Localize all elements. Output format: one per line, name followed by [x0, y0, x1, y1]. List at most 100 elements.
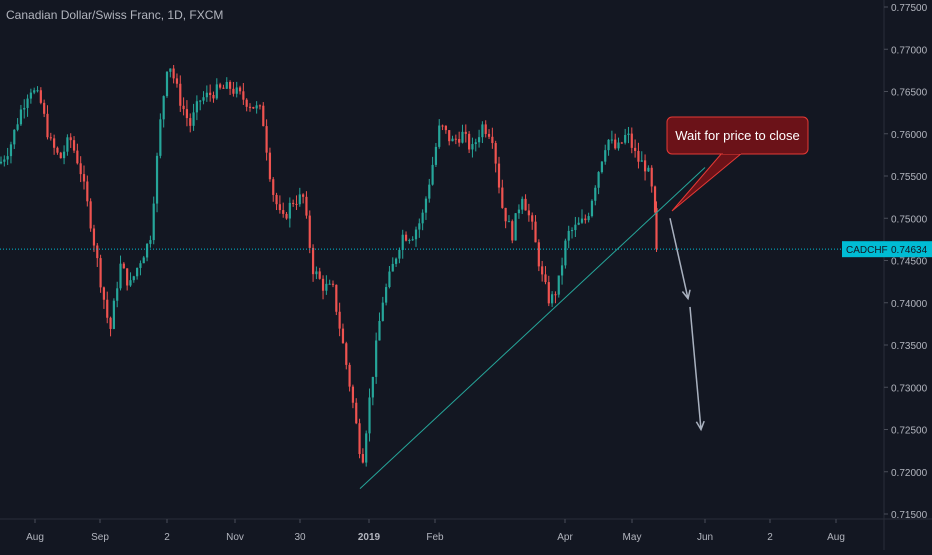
candle-body [521, 198, 524, 210]
candle [295, 195, 298, 210]
y-tick-label: 0.74500 [891, 257, 928, 268]
candle [351, 384, 355, 409]
x-tick-label: 30 [294, 532, 306, 543]
candle [82, 165, 86, 190]
candle-body [59, 152, 62, 159]
candle [647, 165, 650, 172]
candle-body [69, 137, 72, 141]
candle [202, 91, 205, 105]
candle [584, 214, 587, 224]
x-tick-label: 2 [164, 532, 170, 543]
candle [448, 130, 451, 146]
candle [292, 199, 295, 207]
price-axis[interactable]: 0.77500 0.77000 0.76500 0.76000 0.75500 0.750… [884, 3, 928, 521]
candle-body [653, 186, 657, 213]
candle [650, 165, 653, 193]
candle [321, 275, 325, 300]
candle-body [86, 181, 89, 202]
candle [275, 192, 278, 211]
candle [331, 280, 335, 288]
candle [481, 121, 484, 144]
arrow-head [681, 289, 691, 301]
candle-body [398, 249, 401, 259]
arrow-annotation[interactable] [669, 218, 691, 301]
candle [169, 68, 172, 78]
candle-body [116, 288, 119, 301]
candle-body [252, 107, 255, 109]
y-tick-label: 0.72000 [891, 468, 928, 479]
time-axis[interactable]: Aug Sep 2 Nov 30 2019 Feb Apr May Jun 2 Aug [26, 519, 845, 543]
candle-body [33, 90, 36, 93]
candle [414, 226, 418, 247]
candle [365, 430, 368, 467]
candle [577, 217, 580, 226]
candle [590, 199, 594, 218]
candle [56, 146, 59, 155]
candle-body [0, 161, 3, 164]
candle-body [564, 240, 567, 266]
candle [378, 312, 381, 341]
candle-body [610, 139, 613, 141]
candle-body [212, 94, 215, 99]
candle [424, 196, 428, 220]
candle-body [448, 130, 451, 142]
candle [557, 275, 560, 298]
candle [79, 156, 82, 183]
candle [238, 85, 242, 95]
candle-body [29, 92, 32, 99]
candle-body [484, 124, 487, 134]
trendline[interactable] [359, 167, 706, 490]
candle [404, 231, 408, 242]
candle [394, 257, 398, 267]
candle [272, 177, 275, 202]
candle [368, 388, 371, 442]
callout[interactable]: Wait for price to close [666, 116, 809, 212]
candle-body [278, 204, 281, 211]
candle [76, 143, 79, 165]
candle [86, 175, 89, 207]
candle [53, 134, 56, 155]
annotations-layer[interactable] [0, 167, 884, 490]
candle [541, 260, 544, 282]
candle-body [338, 311, 341, 329]
candle [132, 275, 135, 283]
candle-body [152, 203, 155, 241]
candle-body [647, 167, 650, 172]
candle [401, 229, 404, 259]
candle-body [292, 202, 295, 204]
candle [494, 140, 497, 173]
candle-body [321, 278, 325, 291]
candle-body [487, 133, 491, 137]
candle [391, 257, 394, 272]
candle-body [165, 71, 169, 97]
candle-body [514, 213, 517, 241]
candle [567, 225, 570, 249]
candle [149, 235, 152, 248]
candle [438, 119, 441, 149]
candle-body [431, 164, 434, 185]
y-tick-label: 0.77000 [891, 45, 928, 56]
candle [142, 255, 145, 264]
candle [468, 131, 471, 154]
candle [504, 207, 507, 229]
candle-body [341, 328, 345, 344]
candle-body [202, 97, 205, 101]
candle-body [149, 240, 152, 244]
candle-body [604, 150, 607, 162]
candle [43, 99, 46, 118]
candle-body [96, 245, 99, 259]
candle [580, 209, 584, 224]
candle [159, 113, 162, 159]
candle-body [185, 109, 189, 119]
candle [242, 82, 245, 105]
arrow-annotation[interactable] [689, 306, 705, 432]
candle-body [504, 207, 507, 222]
candle [165, 71, 169, 98]
candle-body [570, 230, 574, 232]
candle [136, 267, 139, 280]
arrow-head [695, 420, 705, 432]
candle-body [268, 152, 272, 180]
callout-text: Wait for price to close [675, 128, 800, 143]
